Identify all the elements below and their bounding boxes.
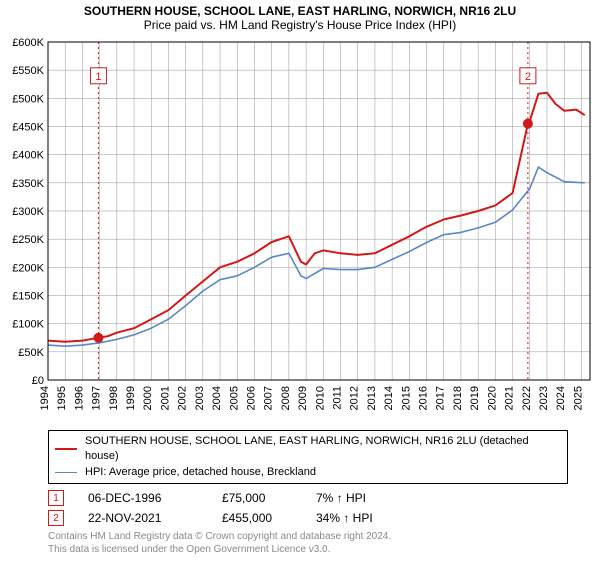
svg-text:2006: 2006 <box>245 386 257 410</box>
svg-text:£150K: £150K <box>12 291 44 303</box>
price-chart: £0 £50K £100K £150K £200K £250K £300K £350K £400… <box>0 36 600 426</box>
chart-subtitle: Price paid vs. HM Land Registry's House … <box>0 18 600 32</box>
svg-text:£200K: £200K <box>12 262 44 274</box>
svg-text:1998: 1998 <box>108 386 120 410</box>
svg-text:2011: 2011 <box>332 386 344 410</box>
attribution: Contains HM Land Registry data © Crown c… <box>48 530 568 556</box>
svg-text:2015: 2015 <box>400 386 412 410</box>
sale-date: 22-NOV-2021 <box>88 511 198 525</box>
svg-text:2013: 2013 <box>366 386 378 410</box>
svg-text:2025: 2025 <box>572 386 584 410</box>
sale-price: £75,000 <box>222 491 292 505</box>
svg-text:2022: 2022 <box>521 386 533 410</box>
svg-text:2005: 2005 <box>228 386 240 410</box>
svg-text:£350K: £350K <box>12 178 44 190</box>
svg-text:2008: 2008 <box>280 386 292 410</box>
svg-text:£500K: £500K <box>12 93 44 105</box>
svg-text:2000: 2000 <box>142 386 154 410</box>
svg-text:£550K: £550K <box>12 65 44 77</box>
svg-text:2014: 2014 <box>383 386 395 410</box>
svg-text:2023: 2023 <box>538 386 550 410</box>
legend-item-hpi: HPI: Average price, detached house, Brec… <box>55 465 561 480</box>
svg-text:2017: 2017 <box>435 386 447 410</box>
attribution-line: Contains HM Land Registry data © Crown c… <box>48 530 568 543</box>
svg-text:2018: 2018 <box>452 386 464 410</box>
svg-text:2010: 2010 <box>314 386 326 410</box>
legend-item-subject: SOUTHERN HOUSE, SCHOOL LANE, EAST HARLIN… <box>55 434 561 465</box>
svg-text:2016: 2016 <box>418 386 430 410</box>
svg-text:1: 1 <box>95 71 101 83</box>
svg-text:2003: 2003 <box>194 386 206 410</box>
svg-text:£50K: £50K <box>18 347 44 359</box>
legend-label: SOUTHERN HOUSE, SCHOOL LANE, EAST HARLIN… <box>85 434 561 465</box>
sale-pct: 7% ↑ HPI <box>316 491 406 505</box>
svg-text:2007: 2007 <box>263 386 275 410</box>
sale-marker-badge: 2 <box>48 510 64 526</box>
svg-text:£100K: £100K <box>12 319 44 331</box>
svg-text:£400K: £400K <box>12 150 44 162</box>
svg-text:£600K: £600K <box>12 37 44 49</box>
svg-text:1995: 1995 <box>56 386 68 410</box>
sale-marker-badge: 1 <box>48 490 64 506</box>
chart-title: SOUTHERN HOUSE, SCHOOL LANE, EAST HARLIN… <box>0 4 600 18</box>
svg-text:2020: 2020 <box>486 386 498 410</box>
svg-text:2009: 2009 <box>297 386 309 410</box>
svg-text:£0: £0 <box>32 375 44 387</box>
svg-text:1994: 1994 <box>39 386 51 410</box>
sale-row: 1 06-DEC-1996 £75,000 7% ↑ HPI <box>48 490 568 506</box>
svg-text:2: 2 <box>525 71 531 83</box>
svg-text:2001: 2001 <box>159 386 171 410</box>
svg-text:£450K: £450K <box>12 122 44 134</box>
svg-text:1996: 1996 <box>73 386 85 410</box>
legend-swatch <box>55 448 77 450</box>
svg-text:2024: 2024 <box>555 386 567 410</box>
svg-text:1999: 1999 <box>125 386 137 410</box>
svg-text:1997: 1997 <box>91 386 103 410</box>
sale-price: £455,000 <box>222 511 292 525</box>
sale-row: 2 22-NOV-2021 £455,000 34% ↑ HPI <box>48 510 568 526</box>
legend-label: HPI: Average price, detached house, Brec… <box>85 465 316 480</box>
svg-text:2004: 2004 <box>211 386 223 410</box>
sale-date: 06-DEC-1996 <box>88 491 198 505</box>
svg-text:2021: 2021 <box>504 386 516 410</box>
attribution-line: This data is licensed under the Open Gov… <box>48 543 568 556</box>
svg-text:2002: 2002 <box>177 386 189 410</box>
legend-swatch <box>55 472 77 473</box>
chart-area: £0 £50K £100K £150K £200K £250K £300K £350K £400… <box>0 36 600 426</box>
legend: SOUTHERN HOUSE, SCHOOL LANE, EAST HARLIN… <box>48 430 568 484</box>
sales-table: 1 06-DEC-1996 £75,000 7% ↑ HPI 2 22-NOV-… <box>48 490 568 526</box>
sale-pct: 34% ↑ HPI <box>316 511 406 525</box>
svg-text:£250K: £250K <box>12 234 44 246</box>
svg-text:2012: 2012 <box>349 386 361 410</box>
svg-text:2019: 2019 <box>469 386 481 410</box>
svg-text:£300K: £300K <box>12 206 44 218</box>
